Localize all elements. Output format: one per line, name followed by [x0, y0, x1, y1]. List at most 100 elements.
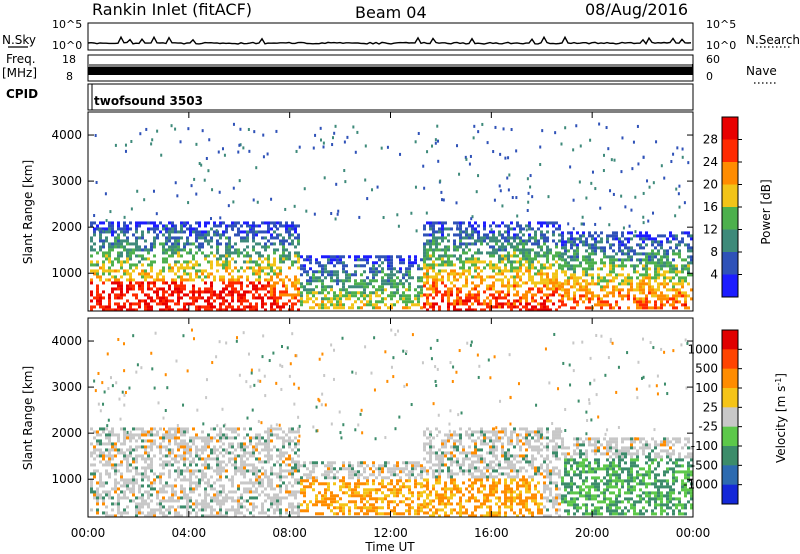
heatmap-cell [99, 472, 102, 476]
heatmap-cell [135, 296, 138, 300]
heatmap-cell [150, 260, 153, 264]
heatmap-cell [582, 267, 585, 271]
heatmap-cell [222, 490, 225, 494]
heatmap-cell [654, 279, 657, 283]
heatmap-cell [573, 267, 576, 271]
heatmap-cell [192, 436, 195, 440]
heatmap-cell [351, 500, 354, 504]
heatmap-cell [489, 230, 492, 234]
heatmap-cell [314, 133, 317, 137]
heatmap-cell [510, 269, 513, 273]
heatmap-cell [192, 266, 195, 270]
heatmap-cell [426, 221, 429, 225]
heatmap-cell [126, 230, 129, 234]
heatmap-cell [348, 464, 351, 468]
heatmap-cell [330, 211, 333, 215]
heatmap-cell [642, 279, 645, 283]
heatmap-cell [228, 236, 231, 240]
heatmap-cell [354, 273, 357, 277]
heatmap-cell [642, 237, 645, 241]
heatmap-cell [219, 514, 222, 518]
heatmap-cell [318, 512, 321, 516]
heatmap-cell [648, 300, 651, 304]
heatmap-cell [216, 293, 219, 297]
heatmap-cell [468, 290, 471, 294]
heatmap-cell [435, 278, 438, 282]
heatmap-cell [90, 478, 93, 482]
heatmap-cell [99, 478, 102, 482]
heatmap-cell [255, 490, 258, 494]
heatmap-cell [474, 308, 477, 312]
heatmap-cell [678, 255, 681, 259]
heatmap-cell [108, 272, 111, 276]
heatmap-cell [432, 224, 435, 228]
heatmap-cell [225, 448, 228, 452]
heatmap-cell [570, 297, 573, 301]
heatmap-cell [468, 305, 471, 309]
heatmap-cell [612, 231, 615, 235]
heatmap-cell [147, 284, 150, 288]
heatmap-cell [657, 240, 660, 244]
heatmap-cell [141, 484, 144, 488]
heatmap-cell [456, 293, 459, 297]
heatmap-cell [366, 506, 369, 510]
heatmap-cell [99, 484, 102, 488]
heatmap-cell [381, 288, 384, 292]
heatmap-cell [189, 439, 192, 443]
heatmap-cell [435, 287, 438, 291]
heatmap-cell [96, 296, 99, 300]
heatmap-cell [279, 308, 282, 312]
heatmap-cell [261, 481, 264, 485]
heatmap-cell [276, 493, 279, 497]
heatmap-cell [147, 502, 150, 506]
heatmap-cell [108, 496, 111, 500]
heatmap-cell [231, 275, 234, 279]
heatmap-cell [132, 475, 135, 479]
heatmap-cell [613, 158, 616, 162]
heatmap-cell [378, 488, 381, 492]
heatmap-cell [564, 279, 567, 283]
heatmap-cell [195, 499, 198, 503]
heatmap-cell [600, 261, 603, 265]
heatmap-cell [216, 239, 219, 243]
heatmap-cell [375, 509, 378, 513]
heatmap-cell [558, 251, 561, 255]
heatmap-cell [99, 266, 102, 270]
heatmap-cell [618, 306, 621, 310]
colorbar-swatch [722, 162, 738, 185]
heatmap-cell [189, 463, 192, 467]
heatmap-cell [147, 257, 150, 261]
heatmap-cell [600, 297, 603, 301]
heatmap-cell [654, 306, 657, 310]
heatmap-cell [267, 221, 270, 225]
heatmap-cell [159, 221, 162, 225]
heatmap-cell [102, 499, 105, 503]
heatmap-cell [375, 294, 378, 298]
heatmap-cell [474, 296, 477, 300]
heatmap-cell [120, 287, 123, 291]
heatmap-cell [543, 221, 546, 225]
heatmap-cell [150, 308, 153, 312]
heatmap-cell [183, 224, 186, 228]
heatmap-cell [96, 508, 99, 512]
heatmap-cell [126, 260, 129, 264]
heatmap-cell [231, 278, 234, 282]
heatmap-cell [348, 476, 351, 480]
heatmap-cell [192, 457, 195, 461]
heatmap-cell [270, 427, 273, 431]
heatmap-cell [606, 282, 609, 286]
heatmap-cell [585, 273, 588, 277]
heatmap-cell [132, 263, 135, 267]
heatmap-cell [495, 290, 498, 294]
heatmap-cell [501, 257, 504, 261]
heatmap-cell [324, 306, 327, 310]
heatmap-cell [492, 275, 495, 279]
heatmap-cell [618, 282, 621, 286]
heatmap-cell [216, 263, 219, 267]
heatmap-cell [285, 433, 288, 437]
heatmap-cell [345, 288, 348, 292]
nave-tick-top: 60 [706, 53, 720, 66]
heatmap-cell [231, 496, 234, 500]
heatmap-cell [285, 511, 288, 515]
heatmap-cell [102, 251, 105, 255]
